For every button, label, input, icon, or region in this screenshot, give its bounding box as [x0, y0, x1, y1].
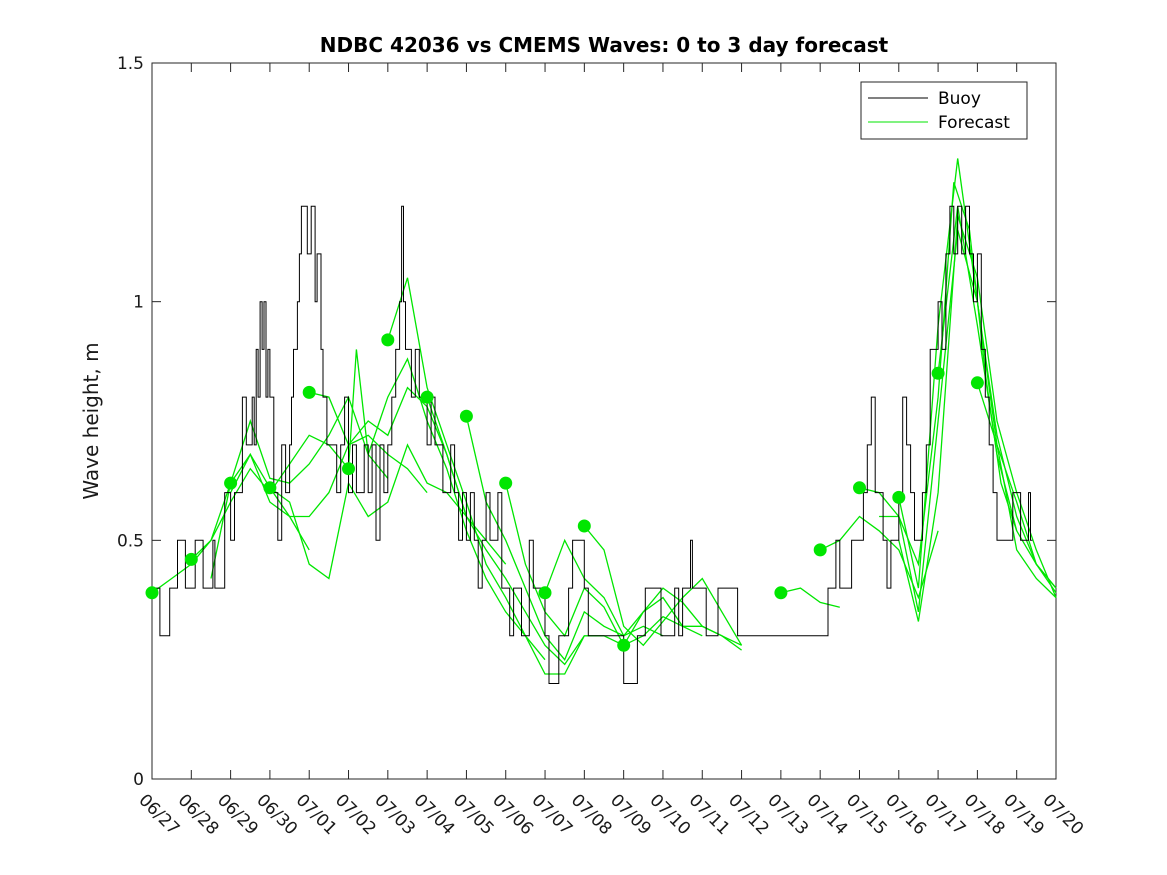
x-tick-label: 06/30 — [252, 790, 301, 839]
x-tick-label: 06/27 — [134, 790, 183, 839]
forecast-marker — [617, 638, 631, 652]
forecast-marker — [184, 552, 198, 566]
forecast-marker — [970, 376, 984, 390]
x-tick-label: 07/19 — [999, 790, 1048, 839]
forecast-line — [505, 482, 703, 647]
forecast-marker — [892, 490, 906, 504]
x-tick-label: 07/12 — [724, 790, 773, 839]
forecast-marker — [263, 481, 277, 495]
x-tick-label: 06/29 — [213, 790, 262, 839]
forecast-marker — [774, 586, 788, 600]
x-tick-label: 07/13 — [763, 790, 812, 839]
y-tick-label: 0.5 — [117, 531, 144, 551]
x-tick-label: 07/02 — [331, 790, 380, 839]
y-tick-label: 1 — [133, 293, 144, 313]
x-tick-label: 07/14 — [803, 790, 852, 839]
x-tick-label: 07/16 — [881, 790, 930, 839]
forecast-marker — [459, 409, 473, 423]
forecast-marker — [931, 366, 945, 380]
forecast-line — [309, 386, 507, 565]
forecast-line — [879, 229, 1057, 613]
forecast-marker — [224, 476, 238, 490]
forecast-line — [387, 277, 585, 675]
forecast-marker — [538, 586, 552, 600]
forecast-line — [230, 434, 428, 518]
x-tick-label: 07/08 — [567, 790, 616, 839]
forecast-line — [347, 349, 546, 661]
legend-forecast-label: Forecast — [938, 113, 1010, 133]
x-tick-label: 07/01 — [292, 790, 341, 839]
x-tick-label: 07/03 — [370, 790, 419, 839]
legend-box — [860, 81, 1028, 140]
forecast-line — [780, 587, 840, 608]
forecast-marker — [145, 586, 159, 600]
forecast-series-group — [151, 158, 1057, 675]
forecast-marker — [302, 385, 316, 399]
forecast-marker — [813, 543, 827, 557]
x-tick-label: 07/04 — [410, 790, 459, 839]
forecast-marker — [381, 333, 395, 347]
x-tick-label: 07/15 — [842, 790, 891, 839]
forecast-markers-group — [145, 333, 984, 652]
x-axis: 06/2706/2806/2906/3007/0107/0207/0307/04… — [134, 63, 1087, 839]
forecast-line — [210, 395, 389, 579]
x-tick-label: 07/05 — [449, 790, 498, 839]
buoy-series-group — [152, 205, 1033, 684]
forecast-marker — [577, 519, 591, 533]
y-tick-label: 1.5 — [117, 54, 144, 74]
forecast-line — [544, 538, 742, 646]
x-tick-label: 07/20 — [1038, 790, 1087, 839]
plot-area-frame — [151, 62, 1057, 780]
x-tick-label: 07/07 — [528, 790, 577, 839]
y-tick-label: 0 — [133, 770, 144, 790]
forecast-line — [426, 396, 624, 666]
forecast-marker — [499, 476, 513, 490]
y-axis: 0 0.5 1 1.5 — [117, 54, 1056, 790]
forecast-marker — [420, 390, 434, 404]
x-tick-label: 06/28 — [174, 790, 223, 839]
forecast-marker — [342, 462, 355, 476]
x-tick-label: 07/11 — [685, 790, 734, 839]
x-tick-label: 07/17 — [921, 790, 970, 839]
forecast-marker — [853, 481, 866, 495]
x-tick-label: 07/18 — [960, 790, 1009, 839]
x-tick-label: 07/06 — [488, 790, 537, 839]
legend: Buoy Forecast — [860, 81, 1028, 140]
y-axis-label: Wave height, m — [79, 342, 103, 499]
chart-title: NDBC 42036 vs CMEMS Waves: 0 to 3 day fo… — [320, 33, 889, 57]
forecast-line — [976, 382, 1057, 589]
x-tick-label: 07/09 — [606, 790, 655, 839]
x-tick-label: 07/10 — [645, 790, 694, 839]
forecast-line — [269, 443, 467, 580]
legend-buoy-label: Buoy — [938, 89, 981, 109]
forecast-line — [583, 525, 743, 647]
buoy-line — [152, 205, 1033, 684]
